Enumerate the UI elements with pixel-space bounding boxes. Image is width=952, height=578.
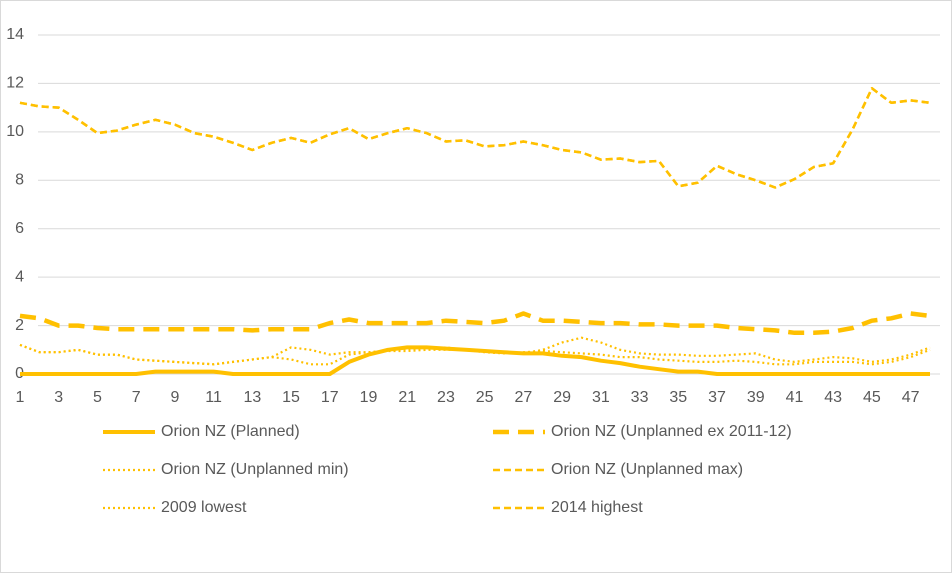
- x-tick-label: 45: [863, 389, 881, 406]
- x-tick-label: 19: [360, 389, 378, 406]
- x-tick-label: 27: [515, 389, 533, 406]
- x-tick-label: 7: [132, 389, 141, 406]
- y-tick-label: 4: [15, 268, 24, 285]
- y-tick-label: 8: [15, 172, 24, 189]
- x-tick-label: 1: [16, 389, 25, 406]
- series-line: [19, 311, 931, 336]
- legend-label: Orion NZ (Unplanned max): [551, 461, 743, 478]
- x-tick-label: 15: [282, 389, 300, 406]
- y-tick-label: 14: [6, 26, 24, 43]
- series-line: [19, 343, 931, 366]
- x-tick-label: 9: [170, 389, 179, 406]
- x-tick-label: 25: [476, 389, 494, 406]
- x-tick-label: 5: [93, 389, 102, 406]
- legend-label: Orion NZ (Unplanned min): [161, 461, 349, 478]
- x-tick-label: 17: [321, 389, 339, 406]
- legend-label: Orion NZ (Planned): [161, 423, 300, 440]
- x-tick-label: 35: [669, 389, 687, 406]
- x-tick-label: 29: [553, 389, 571, 406]
- x-tick-label: 21: [398, 389, 416, 406]
- x-tick-label: 39: [747, 389, 765, 406]
- x-tick-label: 47: [902, 389, 920, 406]
- y-tick-label: 12: [6, 75, 24, 92]
- legend-label: 2009 lowest: [161, 499, 247, 516]
- y-tick-label: 10: [6, 123, 24, 140]
- x-tick-label: 23: [437, 389, 455, 406]
- legend-label: Orion NZ (Unplanned ex 2011-12): [551, 423, 792, 440]
- x-tick-label: 11: [205, 389, 222, 406]
- x-tick-label: 31: [592, 389, 610, 406]
- x-tick-label: 41: [786, 389, 804, 406]
- x-tick-label: 3: [54, 389, 63, 406]
- legend-label: 2014 highest: [551, 499, 643, 516]
- x-tick-label: 33: [631, 389, 649, 406]
- x-tick-label: 37: [708, 389, 726, 406]
- x-tick-label: 13: [243, 389, 261, 406]
- x-tick-label: 43: [824, 389, 842, 406]
- y-tick-label: 6: [15, 220, 24, 237]
- y-tick-label: 0: [15, 365, 24, 382]
- y-tick-label: 2: [15, 317, 24, 334]
